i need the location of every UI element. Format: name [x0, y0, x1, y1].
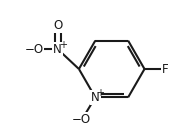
Text: −O: −O	[24, 43, 43, 56]
Text: N: N	[53, 43, 62, 56]
Text: F: F	[162, 63, 169, 75]
Text: +: +	[97, 88, 104, 98]
Text: +: +	[59, 40, 67, 50]
Text: N: N	[91, 91, 100, 104]
Text: −O: −O	[72, 113, 91, 126]
Text: O: O	[53, 19, 62, 32]
